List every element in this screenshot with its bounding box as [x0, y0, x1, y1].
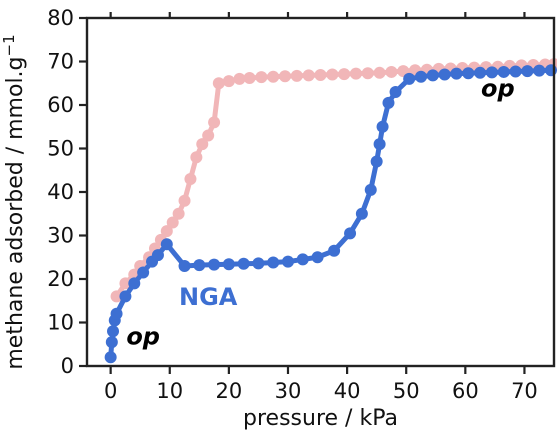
- series-0-point: [385, 65, 398, 78]
- y-axis-label: methane adsorbed / mmol.g−1: [0, 34, 28, 369]
- series-1-point: [438, 68, 451, 81]
- x-tick-label: 10: [156, 379, 183, 403]
- series-1-point: [137, 266, 150, 279]
- series-1-point: [474, 66, 487, 79]
- y-tick-label: 20: [47, 267, 74, 291]
- series-0-point: [196, 138, 209, 151]
- y-tick-label: 0: [61, 354, 74, 378]
- series-1-point: [485, 66, 498, 79]
- series-1: [104, 64, 557, 364]
- series-0-point: [160, 225, 173, 238]
- series-0-point: [110, 290, 123, 303]
- series-1-point: [533, 64, 546, 77]
- series-1-point: [382, 96, 395, 109]
- series-1-point: [160, 238, 173, 251]
- y-tick-label: 60: [47, 93, 74, 117]
- series-1-point: [545, 64, 557, 77]
- x-axis-ticks: 0 10 20 30 40 50 60 70: [104, 12, 538, 403]
- series-1-point: [521, 65, 534, 78]
- x-tick-label: 30: [275, 379, 302, 403]
- series-1-point: [222, 258, 235, 271]
- series-0-point: [184, 172, 197, 185]
- series-1-point: [414, 70, 427, 83]
- series-0-point: [208, 116, 221, 129]
- series-1-point: [151, 249, 164, 262]
- series-1-point: [370, 155, 383, 168]
- series-0-point: [212, 77, 225, 90]
- series-0-point: [373, 66, 386, 79]
- series-1-point: [497, 65, 510, 78]
- series-1-point: [364, 183, 377, 196]
- series-0-point: [190, 151, 203, 164]
- x-tick-label: 60: [452, 379, 479, 403]
- x-tick-label: 0: [104, 379, 117, 403]
- annotation-op-1: op: [481, 74, 515, 102]
- series-0-point: [279, 70, 292, 83]
- series-1-point: [104, 351, 117, 364]
- series-1-point: [389, 85, 402, 98]
- series-1-point: [509, 65, 522, 78]
- series-0-point: [172, 207, 185, 220]
- series-0-point: [166, 216, 179, 229]
- series-1-point: [237, 257, 250, 270]
- series-0-point: [338, 68, 351, 81]
- series-1-point: [373, 138, 386, 151]
- annotations: op op NGA: [126, 74, 514, 350]
- series-0-point: [267, 70, 280, 83]
- x-tick-label: 20: [216, 379, 243, 403]
- series-0-point: [255, 71, 268, 84]
- series-0-point: [290, 69, 303, 82]
- y-axis-label-superscript: −1: [0, 34, 18, 56]
- series-1-point: [119, 290, 132, 303]
- series-0-point: [202, 129, 215, 142]
- y-tick-label: 10: [47, 311, 74, 335]
- series-1-point: [462, 67, 475, 80]
- series-1-point: [450, 67, 463, 80]
- annotation-op-0: op: [126, 322, 160, 350]
- y-tick-label: 70: [47, 50, 74, 74]
- series-0-point: [243, 72, 256, 85]
- series-1-point: [193, 259, 206, 272]
- series-0-point: [233, 72, 246, 85]
- series-1-point: [403, 72, 416, 85]
- series-1-point: [128, 277, 141, 290]
- series-0-point: [314, 68, 327, 81]
- y-axis-ticks: 0 10 20 30 40 50 60 70 80: [47, 6, 87, 378]
- x-axis-label: pressure / kPa: [243, 406, 398, 430]
- series-1-point: [110, 307, 123, 320]
- series-1-point: [105, 336, 118, 349]
- y-tick-label: 30: [47, 224, 74, 248]
- series-1-point: [208, 258, 221, 271]
- series-0-point: [361, 67, 374, 80]
- series-1-point: [178, 259, 191, 272]
- y-tick-label: 50: [47, 137, 74, 161]
- series-0-point: [222, 75, 235, 88]
- series-0-point: [119, 277, 132, 290]
- series-layer: [104, 58, 557, 364]
- series-0-point: [302, 69, 315, 82]
- series-0-point: [178, 194, 191, 207]
- y-tick-label: 40: [47, 180, 74, 204]
- series-1-point: [376, 120, 389, 133]
- series-1-point: [426, 69, 439, 82]
- series-1-point: [107, 325, 120, 338]
- series-1-point: [252, 257, 265, 270]
- series-1-point: [355, 207, 368, 220]
- y-tick-label: 80: [47, 6, 74, 30]
- annotation-nga: NGA: [179, 283, 238, 311]
- series-1-point: [267, 256, 280, 269]
- x-tick-label: 40: [334, 379, 361, 403]
- series-0-point: [349, 67, 362, 80]
- x-tick-label: 70: [511, 379, 538, 403]
- series-0-point: [326, 68, 339, 81]
- series-1-point: [328, 244, 341, 257]
- x-tick-label: 50: [393, 379, 420, 403]
- series-1-point: [311, 251, 324, 264]
- series-1-point: [344, 227, 357, 240]
- series-1-point: [281, 255, 294, 268]
- y-axis-label-text: methane adsorbed / mmol.g: [3, 56, 28, 369]
- series-1-point: [296, 253, 309, 266]
